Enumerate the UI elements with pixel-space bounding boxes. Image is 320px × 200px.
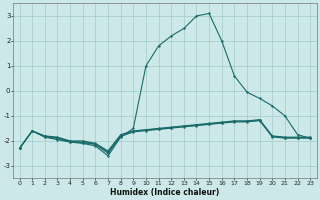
X-axis label: Humidex (Indice chaleur): Humidex (Indice chaleur) bbox=[110, 188, 220, 197]
